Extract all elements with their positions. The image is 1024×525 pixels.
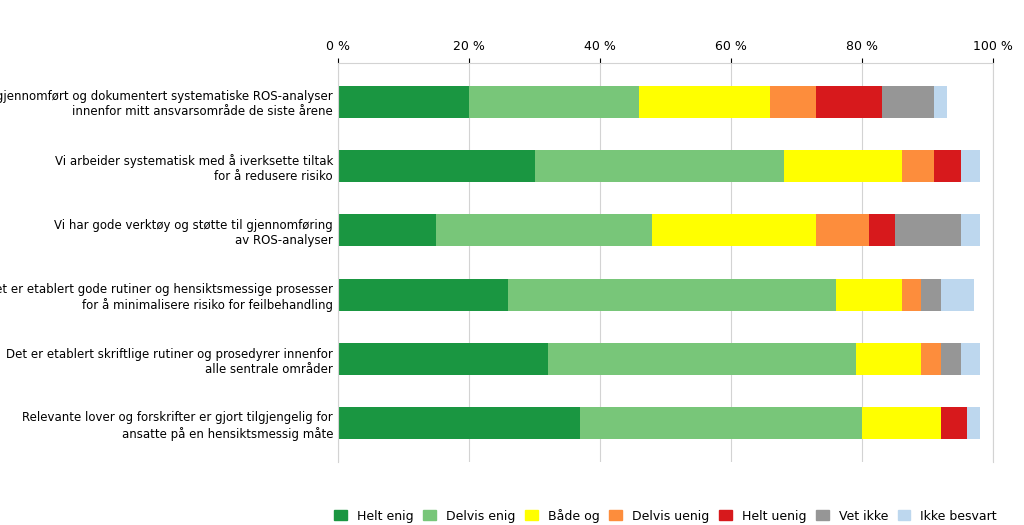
Bar	[338, 214, 436, 246]
Bar	[895, 214, 961, 246]
Bar	[338, 86, 469, 118]
Bar	[941, 279, 974, 311]
Bar	[836, 279, 901, 311]
Bar	[639, 86, 770, 118]
Bar	[338, 279, 508, 311]
Bar	[934, 150, 961, 182]
Bar	[901, 150, 934, 182]
Bar	[783, 150, 901, 182]
Bar	[581, 407, 862, 439]
Bar	[338, 150, 535, 182]
Bar	[535, 150, 783, 182]
Bar	[816, 214, 868, 246]
Bar	[652, 214, 816, 246]
Bar	[922, 343, 941, 375]
Bar	[922, 279, 941, 311]
Bar	[961, 343, 980, 375]
Bar	[901, 279, 922, 311]
Bar	[770, 86, 816, 118]
Bar	[436, 214, 652, 246]
Bar	[469, 86, 639, 118]
Bar	[961, 214, 980, 246]
Bar	[934, 86, 947, 118]
Bar	[856, 343, 922, 375]
Bar	[868, 214, 895, 246]
Bar	[548, 343, 856, 375]
Bar	[961, 150, 980, 182]
Legend: Helt enig, Delvis enig, Både og, Delvis uenig, Helt uenig, Vet ikke, Ikke besvar: Helt enig, Delvis enig, Både og, Delvis …	[329, 503, 1002, 525]
Bar	[941, 343, 961, 375]
Bar	[338, 407, 581, 439]
Bar	[862, 407, 941, 439]
Bar	[882, 86, 934, 118]
Bar	[816, 86, 882, 118]
Bar	[941, 407, 967, 439]
Bar	[338, 343, 548, 375]
Bar	[508, 279, 836, 311]
Bar	[967, 407, 980, 439]
